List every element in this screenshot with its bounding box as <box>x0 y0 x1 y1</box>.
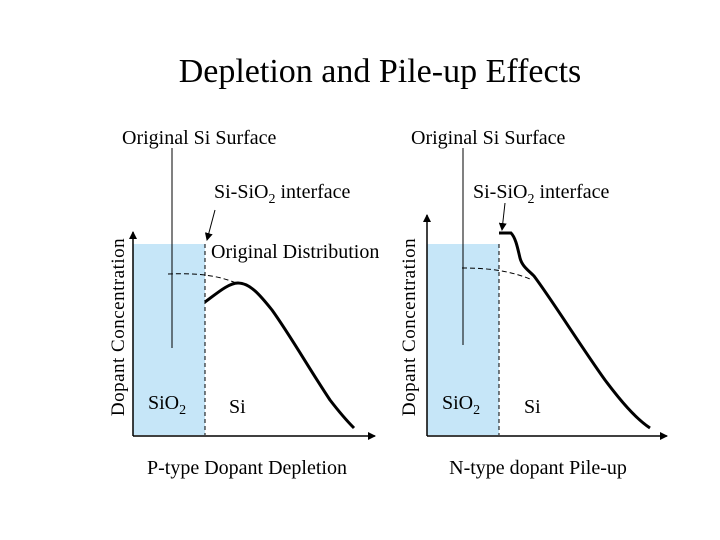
original-distribution-curve <box>167 273 237 284</box>
silicon-label: Si <box>229 396 246 418</box>
panel-caption: N-type dopant Pile-up <box>449 457 627 479</box>
oxide-region <box>133 244 205 435</box>
panel-caption: P-type Dopant Depletion <box>147 457 347 479</box>
dopant-profile-curve <box>499 231 651 430</box>
silicon-label: Si <box>524 396 541 418</box>
panel-right: Original Si Surface Si-SiO2 interface Do… <box>399 127 668 479</box>
y-axis-label: Dopant Concentration <box>399 238 420 416</box>
interface-label: Si-SiO2 interface <box>473 181 610 207</box>
slide-title: Depletion and Pile-up Effects <box>179 53 582 90</box>
dopant-profile-curve <box>204 281 356 430</box>
original-surface-label: Original Si Surface <box>122 127 277 149</box>
oxide-label: SiO2 <box>148 392 186 418</box>
original-surface-label: Original Si Surface <box>411 127 566 149</box>
y-axis-label: Dopant Concentration <box>108 238 129 416</box>
interface-label: Si-SiO2 interface <box>214 181 351 207</box>
panel-left: Original Si Surface Si-SiO2 interface Or… <box>108 127 379 479</box>
original-distribution-label: Original Distribution <box>211 241 379 263</box>
oxide-label: SiO2 <box>442 392 480 418</box>
interface-arrow <box>204 209 216 241</box>
interface-arrow <box>498 202 507 231</box>
original-distribution-curve <box>461 267 531 280</box>
